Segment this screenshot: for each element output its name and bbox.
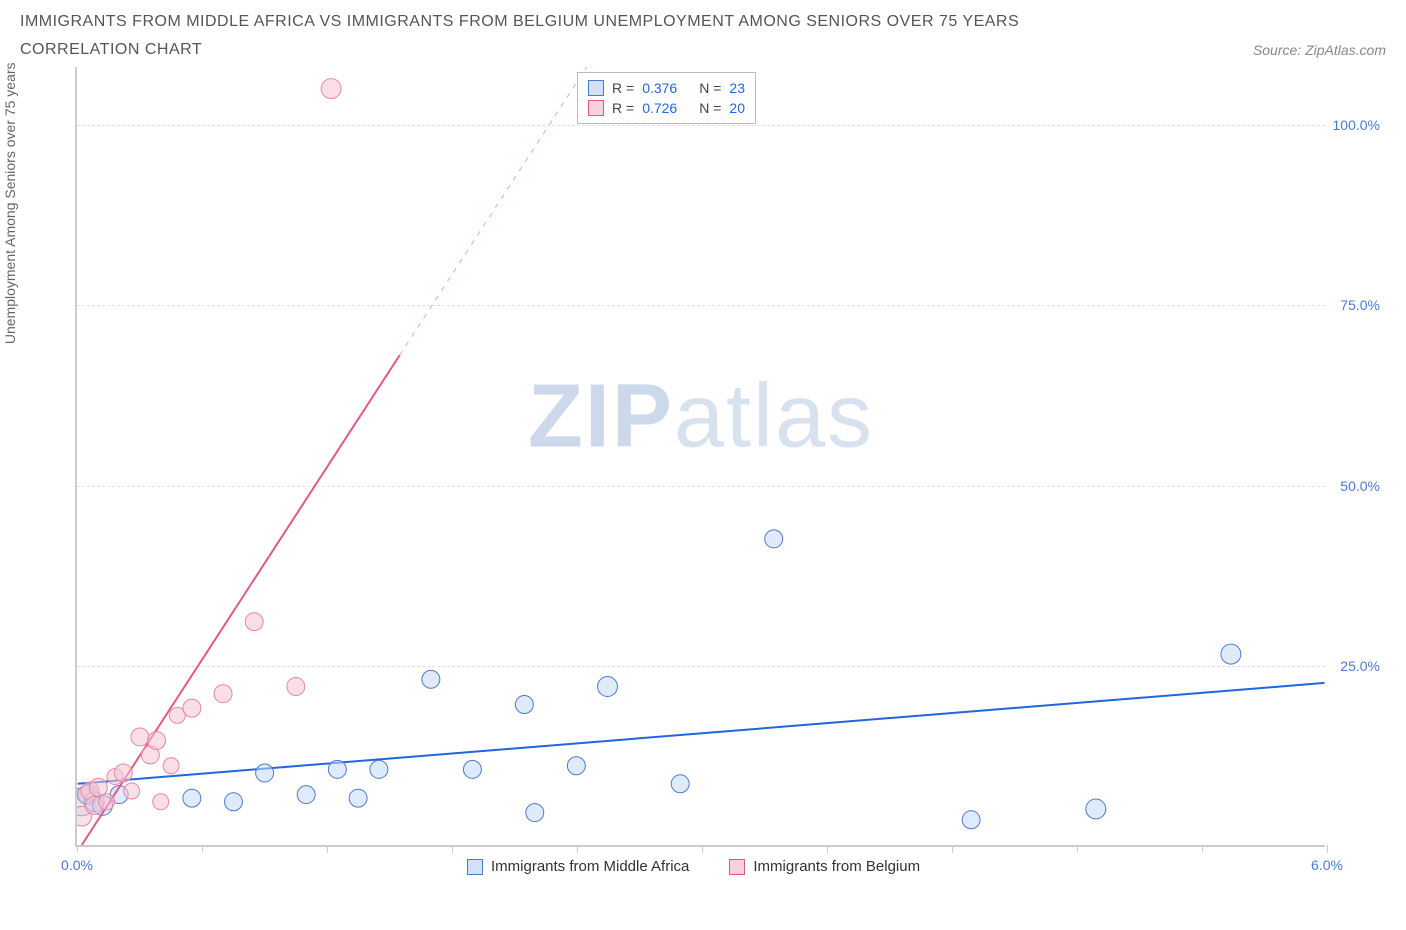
y-tick-label: 100.0%	[1333, 117, 1380, 133]
legend-series: Immigrants from Middle Africa Immigrants…	[467, 858, 920, 875]
data-point-middle_africa	[567, 757, 585, 775]
data-point-belgium	[287, 678, 305, 696]
legend-label: Immigrants from Belgium	[753, 858, 920, 875]
r-value-blue: 0.376	[642, 80, 677, 96]
r-value-pink: 0.726	[642, 100, 677, 116]
data-point-belgium	[124, 783, 140, 799]
data-point-belgium	[153, 794, 169, 810]
r-label: R =	[612, 100, 634, 116]
source-label: Source: ZipAtlas.com	[1253, 42, 1386, 58]
r-label: R =	[612, 80, 634, 96]
n-value-blue: 23	[729, 80, 745, 96]
data-point-belgium	[183, 699, 201, 717]
data-point-middle_africa	[1086, 799, 1106, 819]
legend-stats-row-2: R = 0.726 N = 20	[588, 98, 745, 118]
regression-line-dashed-belgium	[400, 67, 587, 355]
n-value-pink: 20	[729, 100, 745, 116]
data-point-middle_africa	[224, 793, 242, 811]
x-tick	[827, 845, 828, 853]
data-point-middle_africa	[598, 677, 618, 697]
x-tick-label: 0.0%	[61, 857, 93, 873]
legend-swatch-blue	[588, 80, 604, 96]
y-tick-label: 50.0%	[1340, 478, 1380, 494]
legend-item-middle-africa: Immigrants from Middle Africa	[467, 858, 689, 875]
data-point-middle_africa	[256, 764, 274, 782]
x-tick	[1077, 845, 1078, 853]
y-axis-label: Unemployment Among Seniors over 75 years	[2, 62, 18, 344]
data-point-middle_africa	[765, 530, 783, 548]
data-point-middle_africa	[370, 760, 388, 778]
subtitle-row: CORRELATION CHART Source: ZipAtlas.com	[20, 41, 1386, 59]
scatter-svg	[77, 67, 1325, 845]
n-label: N =	[699, 80, 721, 96]
x-tick	[952, 845, 953, 853]
data-point-belgium	[148, 732, 166, 750]
data-point-belgium	[99, 794, 115, 810]
legend-swatch-pink	[729, 859, 745, 875]
data-point-middle_africa	[962, 811, 980, 829]
x-tick	[1327, 845, 1328, 853]
x-tick	[577, 845, 578, 853]
y-tick-label: 75.0%	[1340, 297, 1380, 313]
x-tick	[327, 845, 328, 853]
data-point-middle_africa	[1221, 644, 1241, 664]
data-point-middle_africa	[515, 696, 533, 714]
data-point-belgium	[321, 79, 341, 99]
data-point-middle_africa	[297, 786, 315, 804]
chart-subtitle: CORRELATION CHART	[20, 41, 202, 59]
data-point-belgium	[114, 764, 132, 782]
legend-label: Immigrants from Middle Africa	[491, 858, 689, 875]
data-point-middle_africa	[671, 775, 689, 793]
legend-stats: R = 0.376 N = 23 R = 0.726 N = 20	[577, 72, 756, 124]
x-tick	[202, 845, 203, 853]
data-point-belgium	[245, 613, 263, 631]
data-point-middle_africa	[328, 760, 346, 778]
x-tick	[1202, 845, 1203, 853]
x-tick-label: 6.0%	[1311, 857, 1343, 873]
data-point-middle_africa	[183, 789, 201, 807]
legend-swatch-pink	[588, 100, 604, 116]
data-point-middle_africa	[422, 670, 440, 688]
legend-stats-row-1: R = 0.376 N = 23	[588, 78, 745, 98]
x-tick	[452, 845, 453, 853]
n-label: N =	[699, 100, 721, 116]
data-point-belgium	[163, 758, 179, 774]
x-tick	[702, 845, 703, 853]
y-tick-label: 25.0%	[1340, 658, 1380, 674]
chart-title: IMMIGRANTS FROM MIDDLE AFRICA VS IMMIGRA…	[20, 13, 1386, 31]
data-point-belgium	[214, 685, 232, 703]
x-tick	[77, 845, 78, 853]
data-point-middle_africa	[526, 804, 544, 822]
legend-item-belgium: Immigrants from Belgium	[729, 858, 920, 875]
chart-container: Unemployment Among Seniors over 75 years…	[20, 67, 1380, 887]
data-point-middle_africa	[463, 760, 481, 778]
data-point-middle_africa	[349, 789, 367, 807]
plot-area: ZIPatlas 25.0%50.0%75.0%100.0% 0.0%6.0% …	[75, 67, 1325, 847]
data-point-belgium	[131, 728, 149, 746]
legend-swatch-blue	[467, 859, 483, 875]
